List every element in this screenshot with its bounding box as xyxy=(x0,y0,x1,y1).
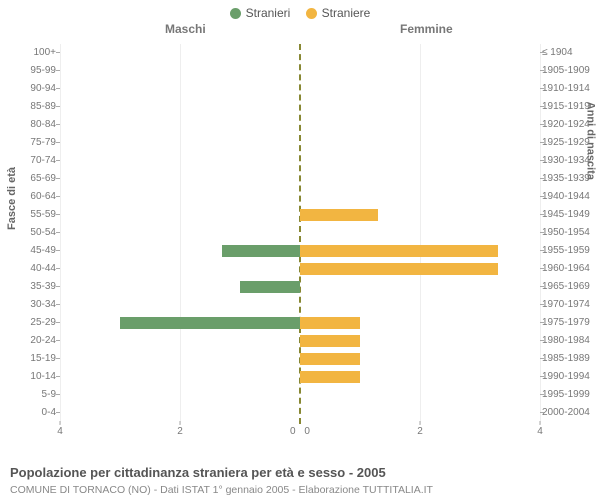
age-label: 80-84 xyxy=(12,116,56,134)
year-label: 1975-1979 xyxy=(542,314,598,332)
age-label: 90-94 xyxy=(12,80,56,98)
age-row: 55-591945-1949 xyxy=(60,206,540,224)
year-label: 1955-1959 xyxy=(542,242,598,260)
bar-female xyxy=(300,317,360,329)
x-tick-label: 0 xyxy=(304,426,310,437)
year-label: 2000-2004 xyxy=(542,404,598,422)
age-label: 70-74 xyxy=(12,152,56,170)
age-row: 80-841920-1924 xyxy=(60,116,540,134)
year-label: 1980-1984 xyxy=(542,332,598,350)
bar-male xyxy=(222,245,300,257)
age-label: 30-34 xyxy=(12,296,56,314)
x-tick-label: 2 xyxy=(417,426,423,437)
bar-female xyxy=(300,335,360,347)
age-row: 70-741930-1934 xyxy=(60,152,540,170)
year-label: 1995-1999 xyxy=(542,386,598,404)
age-row: 45-491955-1959 xyxy=(60,242,540,260)
chart-source: COMUNE DI TORNACO (NO) - Dati ISTAT 1° g… xyxy=(10,484,433,496)
year-label: 1930-1934 xyxy=(542,152,598,170)
age-row: 15-191985-1989 xyxy=(60,350,540,368)
year-label: 1935-1939 xyxy=(542,170,598,188)
age-label: 0-4 xyxy=(12,404,56,422)
year-label: ≤ 1904 xyxy=(542,44,598,62)
age-label: 55-59 xyxy=(12,206,56,224)
chart-title: Popolazione per cittadinanza straniera p… xyxy=(10,465,386,480)
age-label: 15-19 xyxy=(12,350,56,368)
age-label: 60-64 xyxy=(12,188,56,206)
age-row: 40-441960-1964 xyxy=(60,260,540,278)
legend-label-male: Stranieri xyxy=(246,6,291,20)
year-label: 1960-1964 xyxy=(542,260,598,278)
plot-area: 100+≤ 190495-991905-190990-941910-191485… xyxy=(60,44,540,424)
bar-female xyxy=(300,245,498,257)
legend-item-female: Straniere xyxy=(306,6,371,20)
age-label: 5-9 xyxy=(12,386,56,404)
age-row: 25-291975-1979 xyxy=(60,314,540,332)
x-tick-label: 0 xyxy=(290,426,296,437)
age-row: 95-991905-1909 xyxy=(60,62,540,80)
age-label: 25-29 xyxy=(12,314,56,332)
year-label: 1945-1949 xyxy=(542,206,598,224)
legend-swatch-male xyxy=(230,8,241,19)
bar-male xyxy=(120,317,300,329)
bar-male xyxy=(240,281,300,293)
subtitle-female: Femmine xyxy=(400,22,453,36)
age-row: 90-941910-1914 xyxy=(60,80,540,98)
age-row: 100+≤ 1904 xyxy=(60,44,540,62)
x-tick-label: 4 xyxy=(57,426,63,437)
age-row: 10-141990-1994 xyxy=(60,368,540,386)
legend-item-male: Stranieri xyxy=(230,6,291,20)
age-label: 100+ xyxy=(12,44,56,62)
bar-female xyxy=(300,371,360,383)
age-label: 85-89 xyxy=(12,98,56,116)
bar-female xyxy=(300,353,360,365)
age-row: 0-42000-2004 xyxy=(60,404,540,422)
age-label: 50-54 xyxy=(12,224,56,242)
bar-female xyxy=(300,263,498,275)
legend-label-female: Straniere xyxy=(322,6,371,20)
population-pyramid-chart: Stranieri Straniere Maschi Femmine Fasce… xyxy=(0,0,600,500)
age-row: 60-641940-1944 xyxy=(60,188,540,206)
age-label: 75-79 xyxy=(12,134,56,152)
age-label: 65-69 xyxy=(12,170,56,188)
age-label: 10-14 xyxy=(12,368,56,386)
year-label: 1990-1994 xyxy=(542,368,598,386)
age-row: 75-791925-1929 xyxy=(60,134,540,152)
year-label: 1940-1944 xyxy=(542,188,598,206)
year-label: 1985-1989 xyxy=(542,350,598,368)
legend: Stranieri Straniere xyxy=(0,0,600,22)
subtitles: Maschi Femmine xyxy=(0,22,600,40)
age-row: 20-241980-1984 xyxy=(60,332,540,350)
x-axis: 4 2 00 2 4 xyxy=(60,426,540,446)
age-row: 5-91995-1999 xyxy=(60,386,540,404)
age-row: 30-341970-1974 xyxy=(60,296,540,314)
x-tick-label: 4 xyxy=(537,426,543,437)
age-row: 85-891915-1919 xyxy=(60,98,540,116)
year-label: 1925-1929 xyxy=(542,134,598,152)
year-label: 1905-1909 xyxy=(542,62,598,80)
age-label: 95-99 xyxy=(12,62,56,80)
year-label: 1965-1969 xyxy=(542,278,598,296)
bar-female xyxy=(300,209,378,221)
age-label: 20-24 xyxy=(12,332,56,350)
year-label: 1920-1924 xyxy=(542,116,598,134)
year-label: 1950-1954 xyxy=(542,224,598,242)
age-row: 50-541950-1954 xyxy=(60,224,540,242)
x-tick-label: 2 xyxy=(177,426,183,437)
age-row: 65-691935-1939 xyxy=(60,170,540,188)
year-label: 1970-1974 xyxy=(542,296,598,314)
subtitle-male: Maschi xyxy=(165,22,206,36)
year-label: 1915-1919 xyxy=(542,98,598,116)
age-label: 40-44 xyxy=(12,260,56,278)
age-label: 45-49 xyxy=(12,242,56,260)
age-label: 35-39 xyxy=(12,278,56,296)
legend-swatch-female xyxy=(306,8,317,19)
age-row: 35-391965-1969 xyxy=(60,278,540,296)
year-label: 1910-1914 xyxy=(542,80,598,98)
